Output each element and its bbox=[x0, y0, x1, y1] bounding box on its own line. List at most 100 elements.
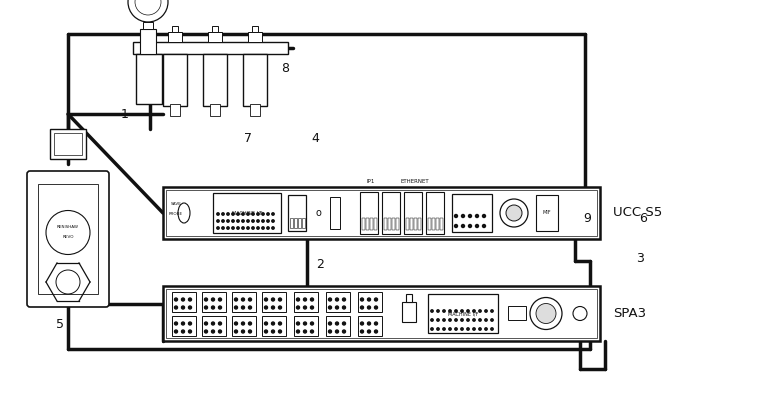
Bar bbox=[172, 292, 196, 311]
Circle shape bbox=[247, 227, 249, 229]
Bar bbox=[536, 195, 558, 231]
Circle shape bbox=[479, 310, 481, 312]
Bar bbox=[382, 192, 400, 234]
Circle shape bbox=[188, 298, 192, 301]
Circle shape bbox=[368, 322, 371, 325]
Circle shape bbox=[454, 215, 458, 217]
Circle shape bbox=[296, 298, 299, 301]
Circle shape bbox=[468, 225, 471, 227]
Circle shape bbox=[257, 227, 259, 229]
Circle shape bbox=[232, 213, 234, 215]
Bar bbox=[136, 54, 162, 104]
Circle shape bbox=[335, 298, 338, 301]
Circle shape bbox=[311, 298, 313, 301]
Circle shape bbox=[343, 306, 346, 309]
Bar bbox=[262, 316, 286, 335]
Circle shape bbox=[296, 322, 299, 325]
Circle shape bbox=[485, 310, 487, 312]
Bar bbox=[370, 218, 373, 230]
Circle shape bbox=[479, 328, 481, 330]
Circle shape bbox=[242, 322, 245, 325]
Circle shape bbox=[343, 322, 346, 325]
Bar bbox=[172, 26, 178, 32]
Circle shape bbox=[219, 298, 221, 301]
Circle shape bbox=[175, 298, 178, 301]
Bar bbox=[202, 292, 226, 311]
Circle shape bbox=[311, 330, 313, 333]
Circle shape bbox=[249, 306, 252, 309]
Circle shape bbox=[188, 306, 192, 309]
Circle shape bbox=[271, 330, 274, 333]
Circle shape bbox=[473, 310, 475, 312]
Circle shape bbox=[222, 213, 224, 215]
Circle shape bbox=[479, 319, 481, 321]
Circle shape bbox=[278, 322, 281, 325]
Circle shape bbox=[343, 330, 346, 333]
Circle shape bbox=[257, 220, 259, 222]
Bar bbox=[360, 192, 378, 234]
Text: 4: 4 bbox=[311, 133, 319, 145]
Circle shape bbox=[175, 330, 178, 333]
Circle shape bbox=[278, 330, 281, 333]
Bar bbox=[288, 195, 306, 231]
Bar bbox=[406, 293, 412, 301]
Circle shape bbox=[237, 227, 239, 229]
Circle shape bbox=[437, 328, 439, 330]
Bar bbox=[232, 316, 256, 335]
Circle shape bbox=[443, 319, 445, 321]
Circle shape bbox=[368, 306, 371, 309]
Circle shape bbox=[242, 330, 245, 333]
Bar bbox=[384, 218, 387, 230]
Circle shape bbox=[261, 220, 264, 222]
Circle shape bbox=[461, 328, 463, 330]
Circle shape bbox=[328, 330, 331, 333]
Bar bbox=[140, 29, 156, 54]
Bar bbox=[38, 184, 98, 294]
Circle shape bbox=[211, 298, 214, 301]
Bar bbox=[250, 104, 260, 116]
Bar bbox=[418, 218, 421, 230]
Circle shape bbox=[485, 319, 487, 321]
Bar bbox=[406, 218, 409, 230]
Circle shape bbox=[257, 213, 259, 215]
Bar bbox=[294, 316, 318, 335]
Text: PROBE: PROBE bbox=[169, 212, 183, 216]
Circle shape bbox=[491, 328, 493, 330]
Circle shape bbox=[328, 306, 331, 309]
Circle shape bbox=[335, 322, 338, 325]
Circle shape bbox=[461, 310, 463, 312]
Bar bbox=[414, 218, 417, 230]
Text: 3: 3 bbox=[636, 252, 644, 265]
Circle shape bbox=[226, 220, 230, 222]
Bar bbox=[358, 316, 382, 335]
Circle shape bbox=[242, 306, 245, 309]
Text: RENISHAW: RENISHAW bbox=[57, 225, 79, 229]
Circle shape bbox=[483, 225, 486, 227]
Text: MACHINE I/F: MACHINE I/F bbox=[232, 210, 262, 215]
Bar bbox=[410, 218, 413, 230]
Bar bbox=[374, 218, 377, 230]
Circle shape bbox=[247, 220, 249, 222]
Circle shape bbox=[506, 205, 522, 221]
Text: SPA3: SPA3 bbox=[613, 307, 646, 320]
Circle shape bbox=[467, 319, 469, 321]
Ellipse shape bbox=[178, 203, 190, 223]
Circle shape bbox=[360, 306, 363, 309]
Circle shape bbox=[375, 298, 378, 301]
Circle shape bbox=[232, 227, 234, 229]
Circle shape bbox=[182, 298, 185, 301]
Bar bbox=[50, 129, 86, 159]
Circle shape bbox=[188, 322, 192, 325]
Circle shape bbox=[249, 298, 252, 301]
Bar bbox=[133, 42, 288, 54]
Circle shape bbox=[211, 306, 214, 309]
Circle shape bbox=[431, 328, 433, 330]
Circle shape bbox=[296, 306, 299, 309]
Bar bbox=[294, 218, 297, 228]
Circle shape bbox=[264, 298, 268, 301]
Circle shape bbox=[226, 227, 230, 229]
Circle shape bbox=[328, 298, 331, 301]
Circle shape bbox=[235, 306, 237, 309]
Circle shape bbox=[449, 328, 451, 330]
Circle shape bbox=[222, 227, 224, 229]
